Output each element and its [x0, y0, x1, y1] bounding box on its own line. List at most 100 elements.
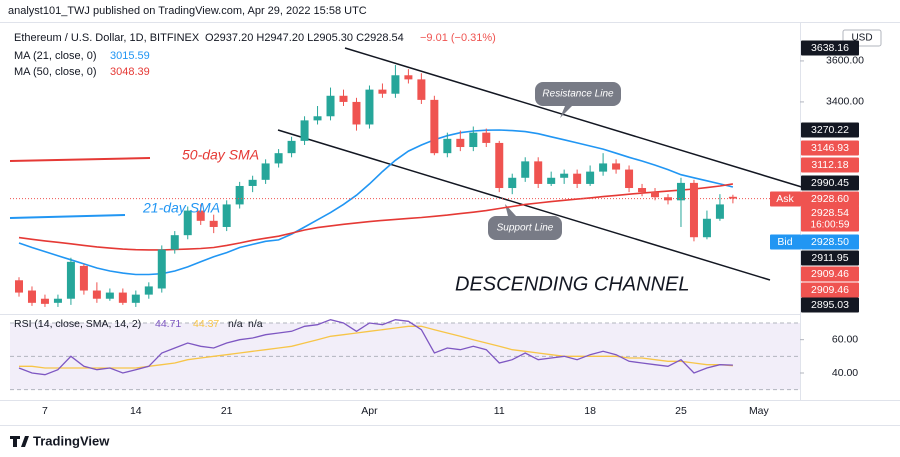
price-tag-label: Bid [777, 236, 792, 248]
candle-body [482, 132, 491, 143]
candle-body [15, 280, 23, 293]
candle-body [521, 161, 530, 178]
x-tick-label: 7 [42, 405, 48, 417]
resistance-line [344, 47, 806, 189]
annotation: 50-day SMA [182, 147, 259, 163]
annotation: 21-day SMA [142, 200, 220, 216]
rsi-legend-value: n/a [248, 318, 263, 330]
candle-body [53, 298, 62, 303]
sma50-marker-line [9, 157, 151, 162]
rsi-legend-value: 44.71 [155, 318, 181, 330]
candle-body [248, 179, 257, 186]
candle-body [118, 292, 127, 303]
byline: analyst101_TWJ published on TradingView.… [8, 5, 367, 17]
channel-lines [9, 47, 806, 281]
candle-body [365, 89, 374, 125]
candle-body [274, 153, 283, 164]
brand: TradingView [33, 433, 110, 448]
support-callout [488, 216, 562, 240]
price-tag [801, 282, 859, 298]
candle-body [313, 116, 322, 121]
candle-body [586, 171, 595, 184]
candle-body [131, 294, 140, 303]
candle-body [222, 204, 231, 227]
separator [0, 22, 900, 23]
rsi-legend-value: 44.37 [193, 318, 219, 330]
candle-body [625, 169, 634, 189]
price-tag-text: 2911.95 [811, 252, 848, 264]
candle-body [404, 75, 413, 80]
candle-body [196, 210, 205, 221]
moving-average-line [18, 129, 734, 276]
rsi-legend-name: RSI (14, close, SMA, 14, 2) [14, 318, 141, 330]
candle-body [27, 290, 36, 303]
currency: USD [851, 33, 872, 44]
candle-body [508, 177, 517, 189]
x-tick-label: 11 [494, 405, 505, 417]
candle-body [40, 298, 49, 304]
y-tick-label: 40.00 [832, 367, 858, 379]
footer-border [0, 425, 900, 426]
price-tag [801, 234, 859, 250]
candle-body [715, 204, 724, 219]
price-tag-text: 2928.54 [811, 207, 849, 219]
candle-body [105, 292, 114, 299]
candle-body [560, 173, 569, 178]
ohlc-legend: O2937.20 H2947.20 L2905.30 C2928.54 [205, 32, 404, 44]
candle-body [92, 290, 101, 299]
candle-body [547, 177, 556, 184]
price-tag-text: 3270.22 [811, 124, 849, 136]
candle-body [300, 120, 309, 141]
y-tick-label: 3400.00 [826, 96, 864, 108]
price-tag-text: 2909.46 [811, 284, 849, 296]
annotation: Support Line [497, 223, 554, 234]
price-tag-label: Ask [776, 193, 794, 205]
moving-average-line [18, 183, 734, 251]
price-tag-text: 3146.93 [811, 142, 849, 154]
candle-body [443, 138, 452, 154]
time-axis-border [0, 400, 900, 401]
ma-legend-name: MA (21, close, 0) [14, 50, 97, 62]
symbol-legend: Ethereum / U.S. Dollar, 1D, BITFINEX [14, 32, 200, 44]
candle-body [495, 142, 504, 189]
candle-body [430, 99, 439, 154]
candle-body [573, 173, 582, 184]
y-tick-label: 3600.00 [826, 55, 864, 67]
candle-body [417, 79, 426, 100]
price-tag [801, 122, 859, 138]
logo-mark [10, 436, 29, 447]
price-tag [801, 40, 859, 56]
candle-body [456, 138, 465, 148]
candle-body [235, 185, 244, 205]
candle-body [378, 89, 387, 94]
price-tag [801, 157, 859, 173]
x-tick-label: May [749, 405, 770, 417]
price-tag-text: 3112.18 [811, 159, 848, 171]
candle-body [326, 95, 335, 117]
candle-body [651, 192, 660, 198]
price-tag [801, 266, 859, 282]
candle-body [728, 196, 737, 199]
candle-body [144, 286, 153, 295]
price-tag-text: 2990.45 [811, 177, 849, 189]
price-tag-time: 16:00:59 [811, 220, 850, 231]
annotation: Resistance Line [542, 89, 614, 100]
candle-body [612, 163, 621, 170]
candle-body [534, 161, 543, 184]
candle-body [261, 163, 270, 180]
ma-legend-value: 3015.59 [110, 50, 150, 62]
candle-body [352, 101, 361, 125]
ma-legend-name: MA (50, close, 0) [14, 66, 97, 78]
candle-body [66, 261, 75, 299]
price-tag [801, 140, 859, 156]
price-tag-text: 2928.60 [811, 193, 849, 205]
candle-body [209, 220, 218, 227]
price-tag-label-box [770, 191, 801, 207]
price-tag [801, 297, 859, 313]
candle-body [183, 210, 192, 236]
price-axis-border [800, 22, 801, 400]
candle-body [638, 188, 647, 193]
price-tag-text: 3638.16 [811, 42, 849, 54]
